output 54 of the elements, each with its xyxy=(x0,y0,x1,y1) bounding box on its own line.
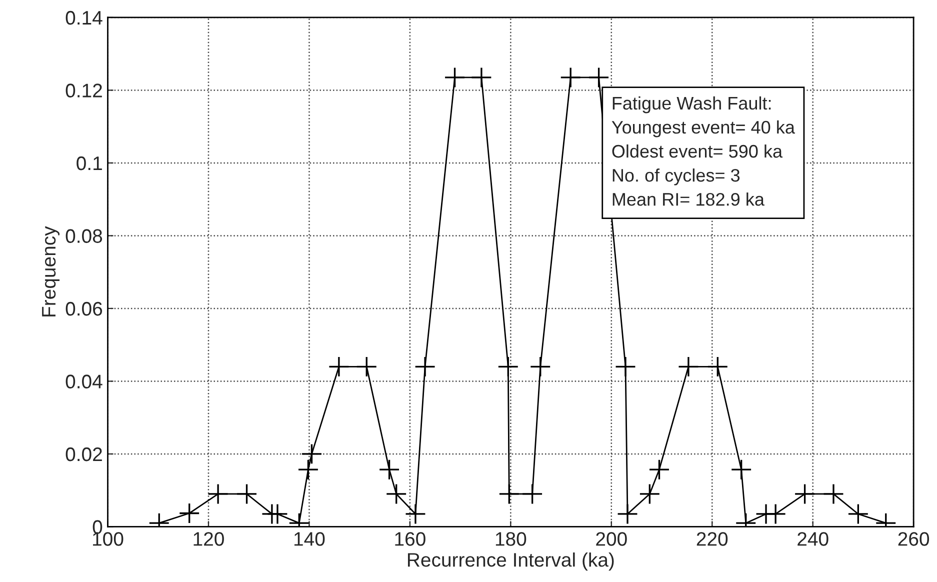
y-tick-label: 0.04 xyxy=(66,374,102,388)
point xyxy=(328,356,350,378)
x-tick-label: 220 xyxy=(696,532,728,546)
point xyxy=(498,356,519,378)
point xyxy=(822,483,844,505)
point xyxy=(356,356,378,378)
point xyxy=(648,459,670,480)
point xyxy=(178,502,200,524)
point xyxy=(378,459,400,480)
x-tick-label: 260 xyxy=(898,532,930,546)
x-tick-label: 160 xyxy=(395,532,426,546)
y-tick-label: 0.14 xyxy=(66,10,102,25)
annotation: Fatigue Wash Fault: xyxy=(612,96,771,114)
point xyxy=(794,483,816,505)
x-axis-title: Recurrence Interval (ka) xyxy=(408,552,614,571)
point xyxy=(616,503,638,525)
annotation: Oldest event= 590 ka xyxy=(612,144,783,158)
x-tick-label: 200 xyxy=(596,532,627,546)
point xyxy=(730,459,752,480)
point xyxy=(765,503,786,525)
point xyxy=(678,356,700,378)
point xyxy=(470,66,492,88)
point xyxy=(301,443,322,465)
x-tick-label: 100 xyxy=(93,532,124,546)
point xyxy=(404,503,426,525)
x-tick-label: 240 xyxy=(798,532,828,546)
point xyxy=(639,483,660,505)
point xyxy=(266,503,288,525)
point xyxy=(707,356,728,378)
x-tick-label: 140 xyxy=(294,532,325,546)
point xyxy=(498,483,520,505)
point xyxy=(298,459,319,480)
point xyxy=(530,356,551,378)
annotation: No. of cycles= 3 xyxy=(612,168,740,186)
y-tick-label: 0.06 xyxy=(66,302,102,316)
y-tick-label: 0.08 xyxy=(66,229,102,243)
point xyxy=(522,483,543,505)
x-tick-label: 120 xyxy=(194,532,224,546)
point xyxy=(560,66,582,88)
point xyxy=(414,356,436,378)
annotation: Mean RI= 182.9 ka xyxy=(612,192,764,206)
point xyxy=(614,356,636,378)
point xyxy=(236,483,258,505)
y-tick-label: 0.1 xyxy=(76,156,102,170)
x-tick-label: 180 xyxy=(496,532,526,546)
point xyxy=(848,503,869,525)
y-tick-label: 0.12 xyxy=(66,84,102,98)
y-axis-title: Frequency xyxy=(42,226,60,316)
y-tick-label: 0.02 xyxy=(66,447,102,462)
point xyxy=(588,66,610,88)
point xyxy=(386,483,407,505)
annotation: Youngest event= 40 ka xyxy=(612,120,795,138)
point xyxy=(444,66,466,88)
point xyxy=(207,483,229,505)
